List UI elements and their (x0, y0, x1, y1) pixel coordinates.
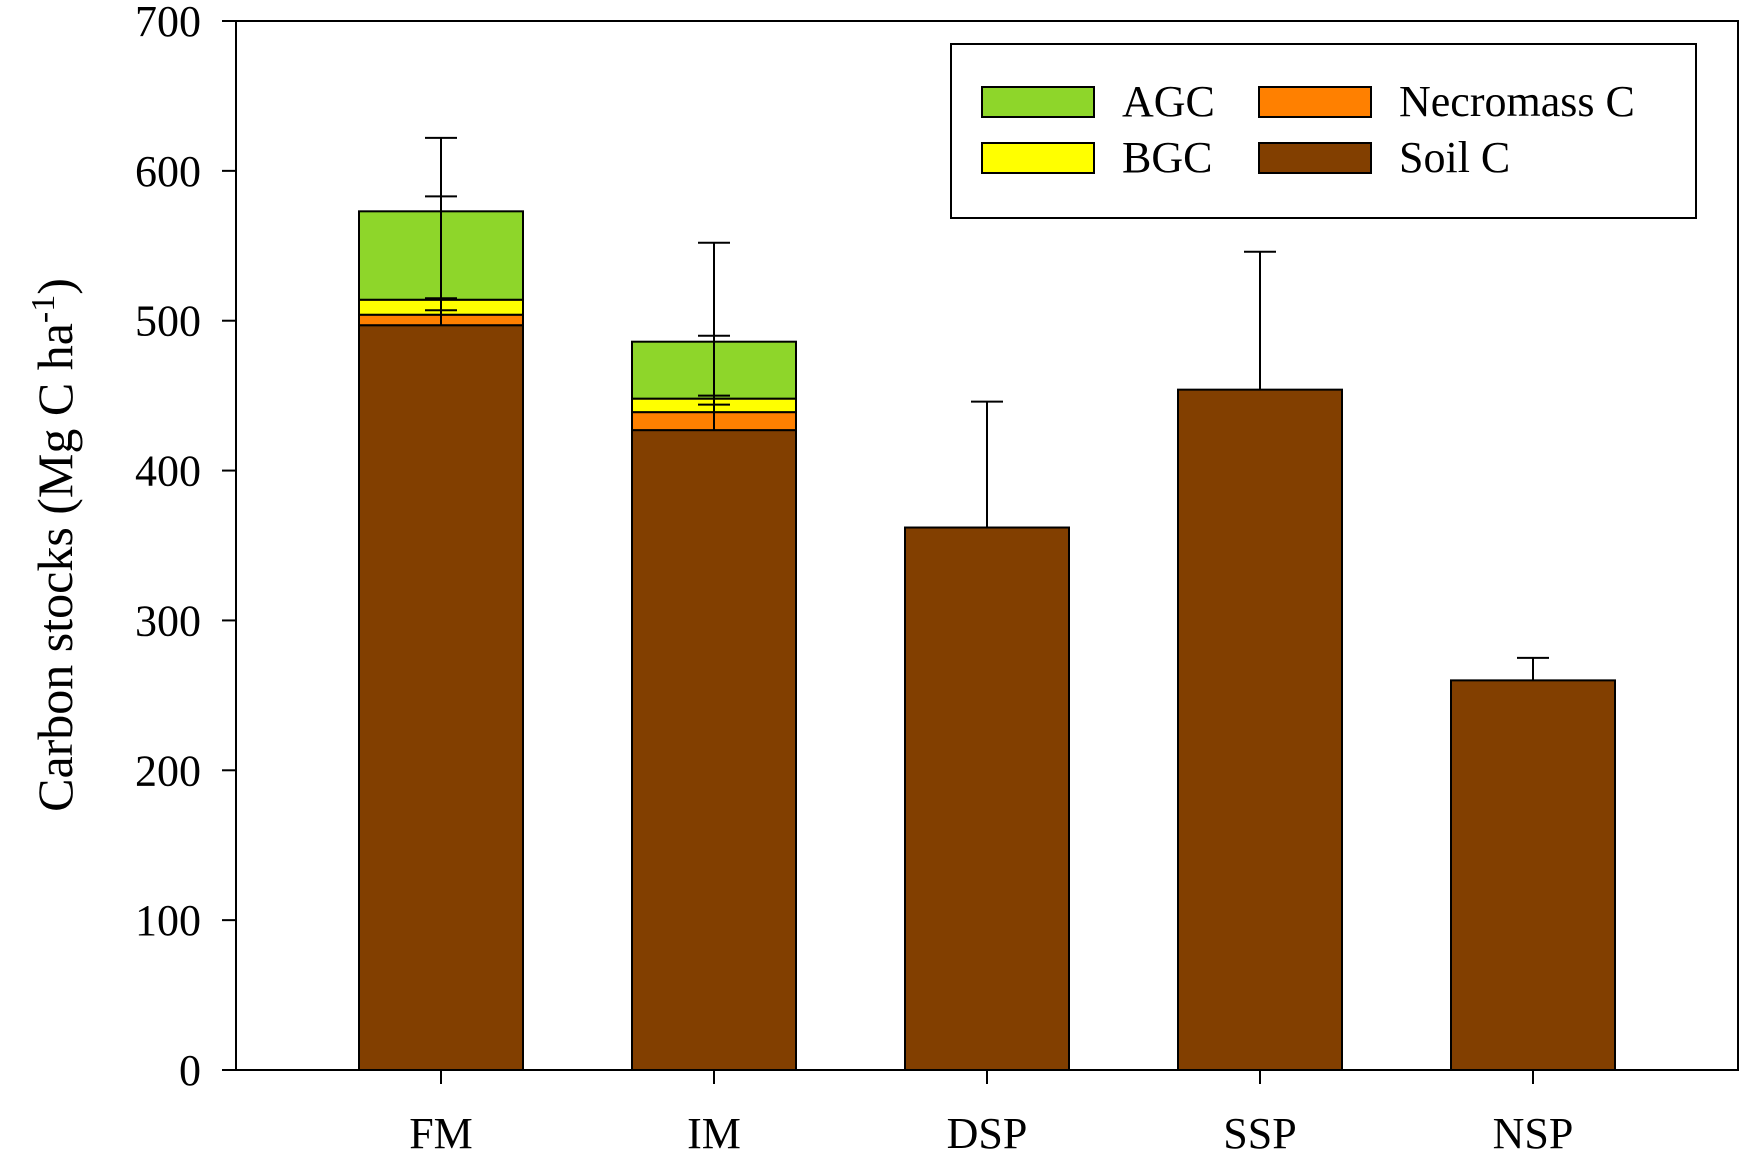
y-tick-label-300: 300 (135, 596, 201, 645)
legend-swatch-agc (981, 86, 1095, 118)
x-tick-label-nsp: NSP (1493, 1109, 1574, 1155)
x-tick-label-dsp: DSP (947, 1109, 1028, 1155)
bar-dsp-soil-c (904, 526, 1070, 1071)
y-axis-title-superscript: -1 (25, 295, 62, 323)
y-axis-title: Carbon stocks (Mg C ha-1) (25, 278, 84, 812)
x-axis: FM IM DSP SSP NSP (409, 1070, 1573, 1155)
legend-swatch-bgc (981, 142, 1095, 174)
y-tick-label-100: 100 (135, 896, 201, 945)
legend: AGC Necromass C BGC Soil C (950, 43, 1697, 219)
bar-fm-soil-c (358, 324, 524, 1071)
bar-ssp-soil-c (1177, 388, 1343, 1071)
bars-layer (358, 210, 1616, 1071)
y-tick-label-400: 400 (135, 447, 201, 496)
y-axis: 0 100 200 300 400 500 600 700 (135, 0, 236, 1095)
bar-im-soil-c (631, 429, 797, 1071)
y-axis-title-close: ) (27, 278, 83, 295)
legend-label-soil-c: Soil C (1399, 133, 1510, 182)
bar-nsp-soil-c (1450, 679, 1616, 1071)
y-tick-label-200: 200 (135, 746, 201, 795)
error-bars-layer (425, 136, 1549, 681)
x-tick-label-fm: FM (409, 1109, 473, 1155)
x-tick-label-im: IM (687, 1109, 741, 1155)
legend-frame (950, 43, 1697, 219)
x-tick-label-ssp: SSP (1223, 1109, 1296, 1155)
legend-label-agc: AGC (1122, 77, 1215, 126)
legend-swatch-soil-c (1258, 142, 1372, 174)
y-tick-label-700: 700 (135, 0, 201, 46)
y-tick-label-500: 500 (135, 297, 201, 346)
legend-label-bgc: BGC (1122, 133, 1212, 182)
legend-label-necromass-c: Necromass C (1399, 77, 1635, 126)
y-tick-label-0: 0 (179, 1046, 201, 1095)
legend-swatch-necromass-c (1258, 86, 1372, 118)
y-tick-label-600: 600 (135, 147, 201, 196)
y-axis-title-main: Carbon stocks (Mg C ha (27, 323, 83, 812)
